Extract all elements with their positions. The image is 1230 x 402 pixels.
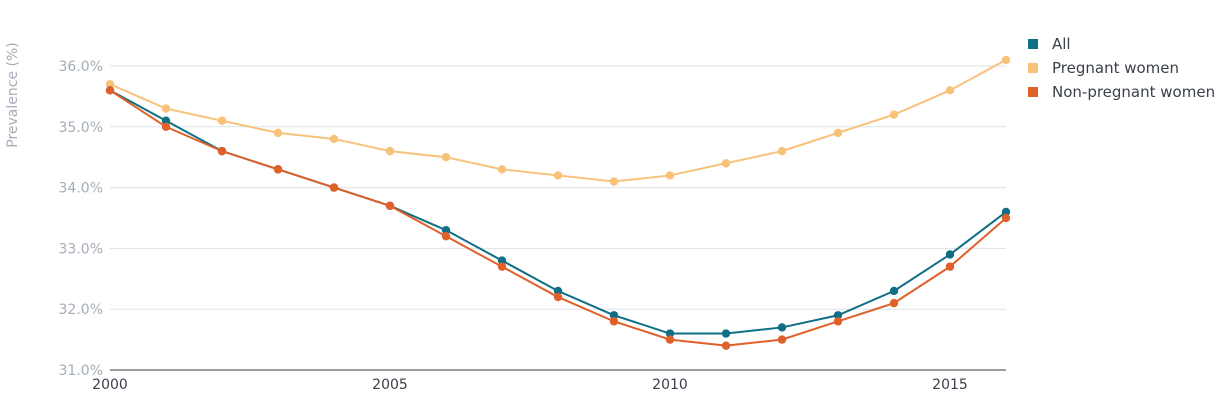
data-point-non-pregnant-women[interactable]	[105, 86, 115, 95]
data-point-all[interactable]	[441, 225, 451, 235]
data-point-non-pregnant-women[interactable]	[1001, 213, 1011, 223]
data-point-pregnant-women[interactable]	[609, 177, 619, 186]
data-point-pregnant-women[interactable]	[721, 159, 731, 168]
gridlines	[110, 65, 1006, 310]
y-tick-label: 33.0%	[59, 241, 103, 257]
legend-item-non-pregnant-women[interactable]: Non-pregnant women	[1028, 80, 1215, 104]
data-point-non-pregnant-women[interactable]	[497, 262, 507, 271]
series-non-pregnant-women	[105, 86, 1011, 350]
legend-swatch-all	[1028, 39, 1038, 49]
data-point-non-pregnant-women[interactable]	[777, 335, 787, 344]
data-point-pregnant-women[interactable]	[217, 116, 227, 125]
data-point-pregnant-women[interactable]	[553, 171, 563, 180]
data-point-non-pregnant-women[interactable]	[609, 317, 619, 326]
series-line-non-pregnant-women	[109, 89, 1007, 347]
data-point-pregnant-women[interactable]	[497, 165, 507, 174]
data-point-all[interactable]	[889, 286, 899, 296]
data-point-pregnant-women[interactable]	[777, 146, 787, 156]
y-tick-label: 31.0%	[59, 363, 103, 379]
legend-item-pregnant-women[interactable]: Pregnant women	[1028, 56, 1215, 80]
y-axis-label: Prevalence (%)	[5, 42, 21, 148]
data-point-all[interactable]	[161, 116, 171, 125]
data-point-pregnant-women[interactable]	[441, 153, 451, 162]
y-tick-labels: 31.0% 32.0% 33.0% 34.0% 35.0% 36.0%	[59, 59, 103, 379]
legend-label-pregnant-women: Pregnant women	[1052, 59, 1180, 77]
legend-label-non-pregnant-women: Non-pregnant women	[1052, 83, 1216, 101]
data-point-non-pregnant-women[interactable]	[945, 262, 955, 271]
data-point-pregnant-women[interactable]	[833, 128, 843, 138]
data-point-non-pregnant-women[interactable]	[385, 201, 395, 211]
legend-swatch-non-pregnant-women	[1028, 87, 1038, 97]
data-point-all[interactable]	[721, 329, 731, 338]
data-point-non-pregnant-women[interactable]	[665, 335, 675, 344]
data-point-non-pregnant-women[interactable]	[217, 146, 227, 156]
data-point-all[interactable]	[833, 311, 843, 320]
data-point-non-pregnant-women[interactable]	[329, 183, 339, 192]
y-tick-label: 36.0%	[59, 59, 103, 75]
data-point-all[interactable]	[1001, 207, 1011, 217]
legend-item-all[interactable]: All	[1028, 32, 1215, 56]
data-point-all[interactable]	[945, 250, 955, 259]
legend: All Pregnant women Non-pregnant women	[1028, 32, 1215, 104]
series-lines	[105, 55, 1011, 350]
series-pregnant-women	[105, 55, 1011, 186]
data-point-pregnant-women[interactable]	[105, 80, 115, 89]
data-point-pregnant-women[interactable]	[889, 110, 899, 119]
legend-swatch-pregnant-women	[1028, 63, 1038, 73]
data-point-pregnant-women[interactable]	[161, 104, 171, 113]
y-tick-label: 34.0%	[59, 181, 103, 197]
data-point-non-pregnant-women[interactable]	[441, 232, 451, 241]
data-point-all[interactable]	[497, 256, 507, 265]
data-point-pregnant-women[interactable]	[1001, 55, 1011, 65]
data-point-all[interactable]	[553, 286, 563, 296]
legend-label-all: All	[1052, 35, 1071, 53]
x-tick-label: 2005	[372, 377, 408, 393]
data-point-all[interactable]	[665, 329, 675, 338]
x-tick-label: 2010	[652, 377, 688, 393]
data-point-pregnant-women[interactable]	[329, 134, 339, 144]
data-point-all[interactable]	[777, 323, 787, 332]
x-tick-label: 2000	[92, 377, 128, 393]
data-point-pregnant-women[interactable]	[385, 146, 395, 156]
data-point-pregnant-women[interactable]	[665, 171, 675, 180]
data-point-all[interactable]	[609, 311, 619, 320]
data-point-pregnant-women[interactable]	[945, 86, 955, 95]
data-point-non-pregnant-women[interactable]	[833, 317, 843, 326]
data-point-pregnant-women[interactable]	[273, 128, 283, 138]
data-point-non-pregnant-women[interactable]	[273, 165, 283, 174]
data-point-non-pregnant-women[interactable]	[889, 298, 899, 308]
series-line-pregnant-women	[109, 59, 1007, 183]
x-tick-label: 2015	[932, 377, 968, 393]
data-point-non-pregnant-women[interactable]	[553, 292, 563, 302]
x-tick-labels: 2000 2005 2010 2015	[92, 377, 968, 393]
data-point-non-pregnant-women[interactable]	[161, 122, 171, 131]
y-tick-label: 35.0%	[59, 120, 103, 136]
y-tick-label: 32.0%	[59, 302, 103, 318]
data-point-non-pregnant-women[interactable]	[721, 341, 731, 350]
